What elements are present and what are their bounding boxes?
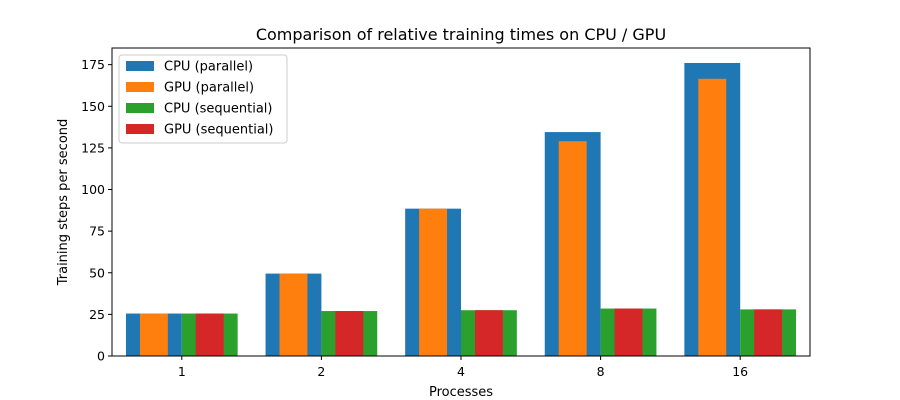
y-tick-label: 50 — [89, 265, 105, 280]
legend-label: GPU (sequential) — [164, 123, 274, 138]
bar-gpu-parallel-1 — [139, 313, 168, 356]
bar-gpu-sequential-1 — [195, 313, 224, 356]
bar-gpu-sequential-4 — [474, 310, 503, 356]
bars-group — [125, 62, 797, 357]
x-tick-label: 1 — [178, 364, 186, 379]
y-axis-label: Training steps per second — [56, 119, 71, 287]
x-tick-label: 8 — [597, 364, 605, 379]
legend-label: GPU (parallel) — [164, 81, 254, 96]
bar-gpu-parallel-2 — [279, 273, 308, 356]
y-tick-label: 125 — [81, 140, 105, 155]
bar-gpu-parallel-4 — [419, 208, 448, 356]
bar-gpu-sequential-8 — [614, 308, 643, 356]
bar-gpu-parallel-16 — [698, 78, 727, 357]
y-axis: 0 25 50 75 100 125 150 175 — [81, 57, 112, 364]
y-tick-label: 150 — [81, 99, 105, 114]
x-axis-label: Processes — [429, 385, 493, 400]
chart-title: Comparison of relative training times on… — [256, 25, 666, 44]
y-tick-label: 0 — [97, 349, 105, 364]
x-axis: 1 2 4 8 16 — [178, 356, 748, 379]
legend-box — [118, 54, 288, 144]
legend-label: CPU (sequential) — [164, 102, 273, 117]
y-tick-label: 25 — [89, 307, 105, 322]
legend: CPU (parallel) GPU (parallel) CPU (sequent… — [118, 54, 288, 144]
x-tick-label: 2 — [317, 364, 325, 379]
legend-swatch — [126, 82, 154, 92]
x-tick-label: 4 — [457, 364, 465, 379]
bar-gpu-sequential-2 — [335, 311, 364, 356]
legend-swatch — [126, 103, 154, 113]
legend-swatch — [126, 61, 154, 71]
bar-gpu-parallel-8 — [558, 141, 587, 356]
legend-swatch — [126, 124, 154, 134]
y-tick-label: 175 — [81, 57, 105, 72]
y-tick-label: 100 — [81, 182, 105, 197]
bar-gpu-sequential-16 — [754, 309, 783, 356]
legend-label: CPU (parallel) — [164, 60, 253, 75]
x-tick-label: 16 — [732, 364, 748, 379]
y-tick-label: 75 — [89, 224, 105, 239]
